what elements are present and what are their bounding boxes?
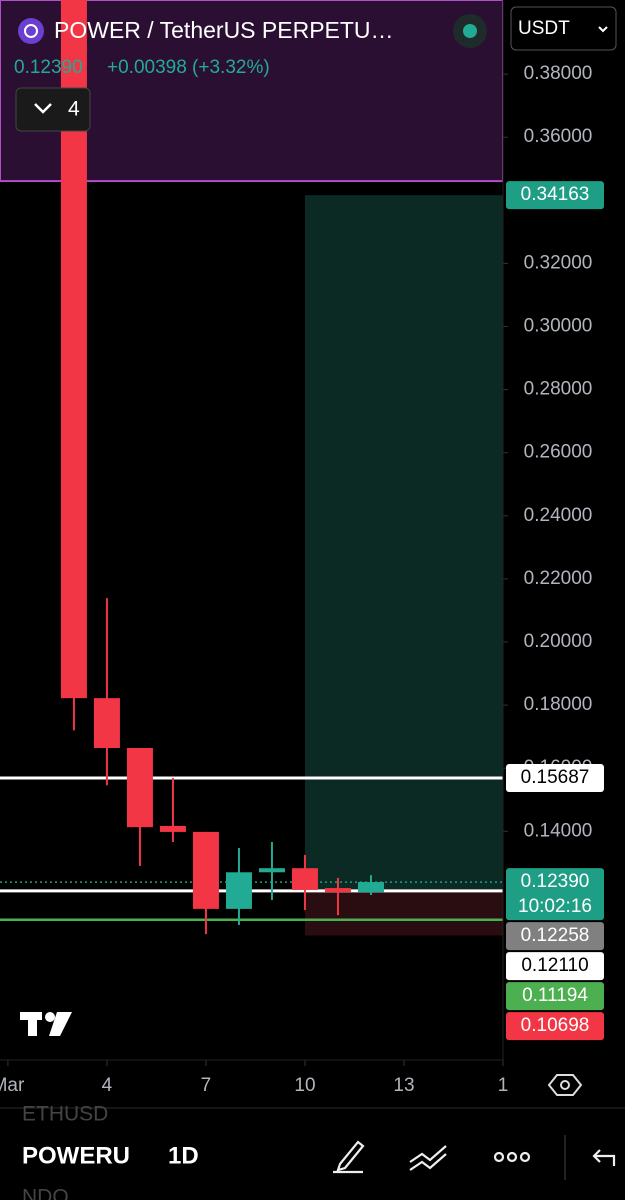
y-tick-label: 0.36000 xyxy=(524,126,593,147)
x-tick-label: 1 xyxy=(498,1075,509,1096)
price-label: 0.10698 xyxy=(521,1015,590,1036)
currency-chevron xyxy=(598,26,608,33)
price-label: 0.12258 xyxy=(521,925,590,946)
price-label-box xyxy=(506,952,604,981)
candle-body xyxy=(93,698,120,748)
zone xyxy=(304,195,503,891)
price-change: +0.00398 (+3.32%) xyxy=(107,57,270,78)
draw-icon[interactable] xyxy=(333,1140,365,1174)
toolbar xyxy=(0,1125,625,1200)
more-icon[interactable] xyxy=(493,1151,531,1163)
undo-icon[interactable] xyxy=(592,1149,616,1166)
x-tick-label: Mar xyxy=(0,1075,25,1096)
currency-select[interactable] xyxy=(510,6,617,51)
candle-body xyxy=(225,872,252,909)
tv-logo xyxy=(20,1012,72,1036)
candle-body xyxy=(192,831,219,909)
price-label: 0.11194 xyxy=(522,985,588,1006)
zone xyxy=(304,890,503,936)
x-tick-label: 7 xyxy=(201,1075,212,1096)
candle-body xyxy=(357,882,384,893)
indicators-chevron xyxy=(34,103,52,114)
lines-icon[interactable] xyxy=(409,1145,447,1171)
y-tick-label: 0.20000 xyxy=(524,631,593,652)
price-label-box xyxy=(506,1012,604,1041)
price-axis: 0.38000 0.36000 0.32000 0.30000 0.28000 0.260… xyxy=(503,63,604,1041)
symbol-icon xyxy=(18,18,44,44)
status-dot xyxy=(463,24,477,38)
indicators-toggle[interactable] xyxy=(15,87,91,132)
candle-body xyxy=(291,868,318,890)
y-tick-label: 0.26000 xyxy=(524,442,593,463)
candle-body xyxy=(159,825,186,832)
countdown: 10:02:16 xyxy=(518,896,592,917)
prev-symbol[interactable]: ETHUSD xyxy=(22,1103,108,1126)
price-label: 0.12110 xyxy=(521,955,588,976)
candle-body xyxy=(258,868,285,873)
last-price: 0.12390 xyxy=(14,57,83,78)
price-label-box xyxy=(506,982,604,1011)
candle-body xyxy=(324,888,351,893)
y-tick-label: 0.18000 xyxy=(524,694,593,715)
toolbar-symbol[interactable]: POWERU xyxy=(22,1142,130,1169)
x-tick-label: 10 xyxy=(294,1075,315,1096)
y-tick-label: 0.30000 xyxy=(524,316,593,337)
candle-body xyxy=(126,747,153,828)
price-label-box xyxy=(506,764,604,793)
price-label-box xyxy=(506,922,604,951)
x-tick-label: 13 xyxy=(393,1075,414,1096)
y-tick-label: 0.24000 xyxy=(524,505,593,526)
y-tick-label: 0.14000 xyxy=(524,820,593,841)
y-tick-label: 0.22000 xyxy=(524,568,593,589)
x-tick-label: 4 xyxy=(102,1075,113,1096)
y-tick-label: 0.38000 xyxy=(524,63,593,84)
price-label: 0.34163 xyxy=(521,184,590,205)
indicators-count: 4 xyxy=(68,98,80,121)
price-label-box xyxy=(506,868,604,921)
y-tick-label: 0.32000 xyxy=(524,252,593,273)
next-symbol[interactable]: NDO xyxy=(22,1186,69,1200)
price-label: 0.15687 xyxy=(521,767,590,788)
plot xyxy=(0,0,503,936)
settings-icon[interactable] xyxy=(547,1074,583,1096)
symbol-title[interactable]: POWER / TetherUS PERPETU… xyxy=(54,17,394,43)
toolbar-interval[interactable]: 1D xyxy=(168,1142,199,1169)
symbol-icon-mark xyxy=(24,24,38,38)
currency-label: USDT xyxy=(518,18,570,39)
price-label-box xyxy=(506,181,604,210)
y-tick-label: 0.28000 xyxy=(524,379,593,400)
price-label: 0.12390 xyxy=(521,871,590,892)
